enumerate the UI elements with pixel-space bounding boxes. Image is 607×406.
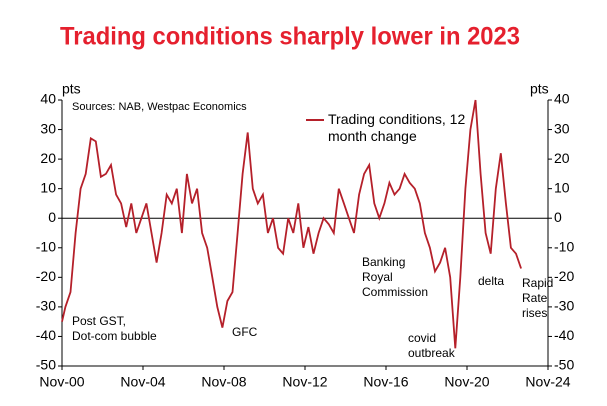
- y-tick-label: -50: [36, 357, 56, 373]
- y2-tick-label: -50: [554, 357, 574, 373]
- x-tick-label: Nov-20: [444, 374, 489, 390]
- annotation: Dot-com bubble: [72, 329, 157, 343]
- annotation: delta: [478, 274, 504, 288]
- y2-tick-label: 20: [554, 150, 570, 166]
- y-tick-label: -20: [36, 268, 56, 284]
- y-tick-label: 20: [40, 150, 56, 166]
- x-tick-label: Nov-12: [282, 374, 327, 390]
- y2-tick-label: -40: [554, 327, 574, 343]
- y-tick-label: 30: [40, 120, 56, 136]
- annotation: Rate: [522, 291, 548, 305]
- y2-tick-label: 30: [554, 120, 570, 136]
- legend-label: Trading conditions, 12 month change: [328, 111, 466, 144]
- y-tick-label: -30: [36, 298, 56, 314]
- annotation: Banking: [362, 255, 405, 269]
- legend: Trading conditions, 12 month change: [306, 111, 466, 145]
- y2-tick-label: 0: [554, 209, 562, 225]
- y2-tick-label: 40: [554, 91, 570, 107]
- source: Sources: NAB, Westpac Economics: [72, 101, 247, 113]
- annotation: Post GST,: [72, 314, 126, 328]
- legend-swatch: [306, 119, 324, 121]
- y2-tick-label: 10: [554, 179, 570, 195]
- annotation: GFC: [232, 325, 258, 339]
- annotation: Royal: [362, 270, 393, 284]
- annotation: Commission: [362, 285, 428, 299]
- y2-tick-label: -20: [554, 268, 574, 284]
- y-tick-label: -10: [36, 238, 56, 254]
- y-tick-label: 10: [40, 179, 56, 195]
- y-tick-label: 40: [40, 91, 56, 107]
- y2-tick-label: -10: [554, 238, 574, 254]
- chart-title: Trading conditions sharply lower in 2023: [60, 23, 520, 51]
- y-tick-label: -40: [36, 327, 56, 343]
- series-line: [61, 99, 522, 349]
- y2-axis-label: pts: [530, 81, 549, 97]
- x-tick-label: Nov-08: [201, 374, 246, 390]
- x-tick-label: Nov-04: [120, 374, 165, 390]
- x-tick-label: Nov-16: [363, 374, 408, 390]
- annotation: rises: [522, 306, 547, 320]
- y-axis-label: pts: [62, 81, 81, 97]
- annotation: Rapid: [522, 276, 553, 290]
- x-tick-label: Nov-24: [525, 374, 570, 390]
- y2-tick-label: -30: [554, 298, 574, 314]
- legend-entry: Trading conditions, 12 month change: [306, 111, 466, 145]
- y-tick-label: 0: [48, 209, 56, 225]
- annotation: covid: [408, 331, 436, 345]
- annotation: outbreak: [408, 346, 456, 360]
- x-tick-label: Nov-00: [39, 374, 84, 390]
